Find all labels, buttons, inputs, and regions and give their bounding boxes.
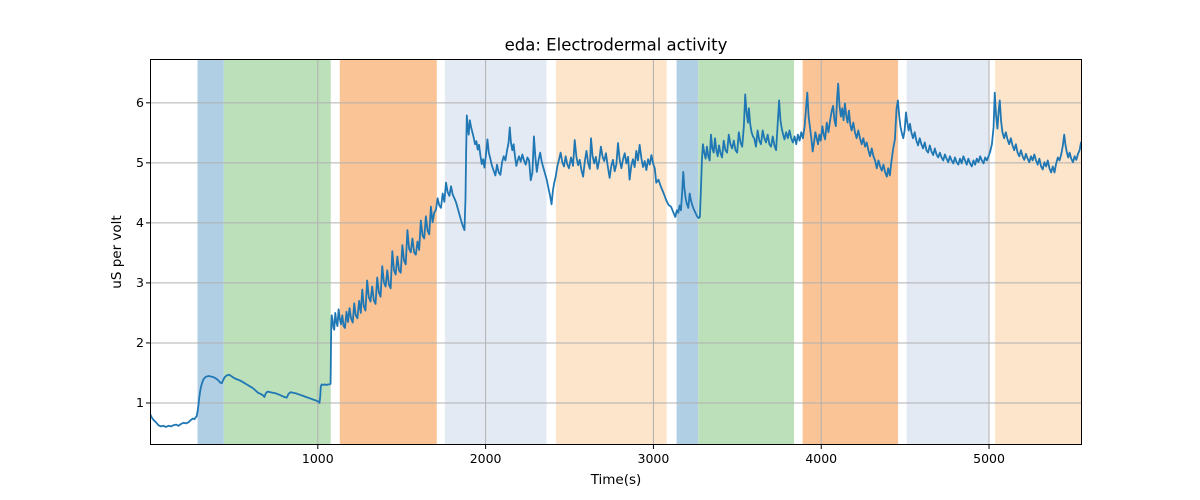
plot-spines <box>150 59 1082 445</box>
x-tick-label: 5000 <box>973 451 1005 466</box>
x-tick-label: 1000 <box>301 451 334 466</box>
band-lightblue-1 <box>444 59 547 445</box>
eda-signal-line <box>150 82 1082 428</box>
band-peach-1 <box>555 59 667 445</box>
y-tick-label: 5 <box>136 155 144 171</box>
band-orange-1 <box>339 59 437 445</box>
plot-area <box>146 59 1082 449</box>
y-tick-label: 2 <box>136 335 144 351</box>
band-green-1 <box>223 59 331 445</box>
band-lightblue-2 <box>906 59 990 445</box>
x-tick-label: 4000 <box>805 451 838 466</box>
chart-title: eda: Electrodermal activity <box>504 35 728 55</box>
y-tick-label: 6 <box>136 95 144 111</box>
x-tick-label: 3000 <box>637 451 670 466</box>
band-peach-2 <box>995 59 1082 445</box>
y-tick-label: 4 <box>136 215 144 231</box>
y-tick-label: 3 <box>136 275 144 291</box>
x-axis-label: Time(s) <box>590 472 642 488</box>
x-tick-label: 2000 <box>469 451 502 466</box>
band-blue-2 <box>676 59 699 445</box>
y-tick-label: 1 <box>136 395 144 411</box>
